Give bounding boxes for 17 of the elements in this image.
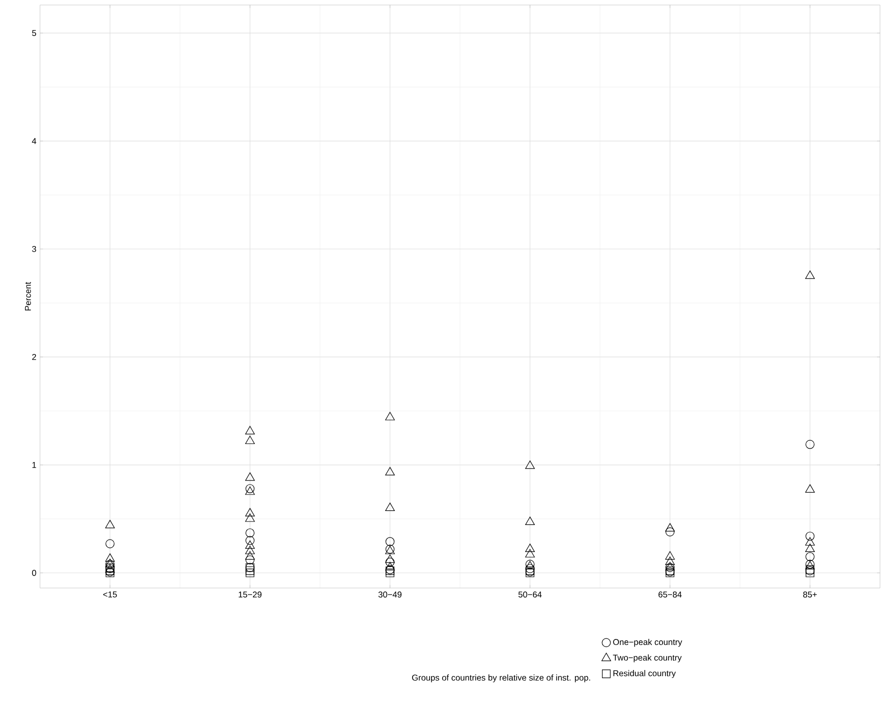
x-tick-label: 65−84 bbox=[658, 592, 682, 598]
y-tick-label: 3 bbox=[32, 246, 36, 252]
legend-label: One−peak country bbox=[613, 638, 682, 647]
x-tick-label: 30−49 bbox=[378, 592, 402, 598]
y-tick-label: 4 bbox=[32, 138, 36, 144]
legend-title: Groups of countries by relative size of inst. pop. bbox=[412, 674, 590, 682]
x-tick-label: <15 bbox=[103, 592, 117, 598]
x-tick-label: 15−29 bbox=[238, 592, 262, 598]
y-tick-label: 2 bbox=[32, 354, 36, 360]
x-tick-label: 85+ bbox=[803, 592, 817, 598]
y-axis-title: Percent bbox=[25, 282, 31, 310]
y-tick-label: 5 bbox=[32, 30, 36, 36]
y-tick-label: 0 bbox=[32, 570, 36, 576]
y-tick-label: 1 bbox=[32, 462, 36, 468]
legend-label: Residual country bbox=[613, 670, 676, 678]
x-tick-label: 50−64 bbox=[518, 592, 542, 598]
legend-label: Two−peak country bbox=[612, 654, 682, 662]
